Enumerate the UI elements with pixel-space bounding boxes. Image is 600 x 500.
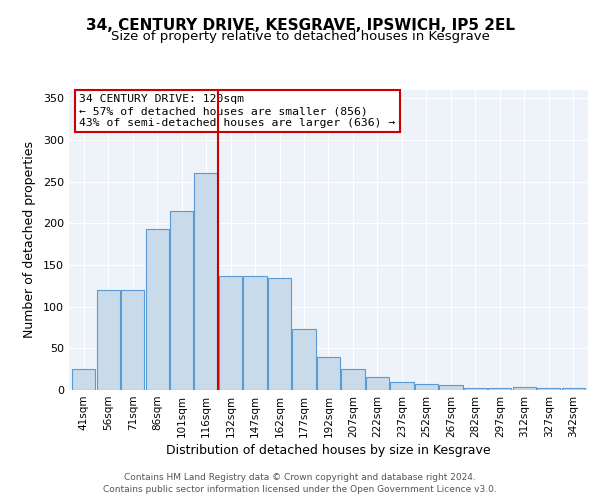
Bar [121, 290, 144, 390]
Bar [562, 388, 585, 390]
Bar [170, 211, 193, 390]
Bar [244, 276, 266, 390]
Text: 34, CENTURY DRIVE, KESGRAVE, IPSWICH, IP5 2EL: 34, CENTURY DRIVE, KESGRAVE, IPSWICH, IP… [86, 18, 515, 32]
Bar [317, 356, 340, 390]
Bar [194, 174, 218, 390]
Bar [146, 229, 169, 390]
Y-axis label: Number of detached properties: Number of detached properties [23, 142, 36, 338]
Text: Contains public sector information licensed under the Open Government Licence v3: Contains public sector information licen… [103, 484, 497, 494]
Bar [488, 388, 511, 390]
Bar [341, 369, 365, 390]
Bar [366, 376, 389, 390]
Bar [513, 386, 536, 390]
Bar [268, 278, 291, 390]
Bar [537, 388, 560, 390]
Bar [464, 388, 487, 390]
Bar [415, 384, 438, 390]
Bar [391, 382, 413, 390]
Bar [219, 276, 242, 390]
Text: 34 CENTURY DRIVE: 120sqm
← 57% of detached houses are smaller (856)
43% of semi-: 34 CENTURY DRIVE: 120sqm ← 57% of detach… [79, 94, 395, 128]
Text: Contains HM Land Registry data © Crown copyright and database right 2024.: Contains HM Land Registry data © Crown c… [124, 473, 476, 482]
X-axis label: Distribution of detached houses by size in Kesgrave: Distribution of detached houses by size … [166, 444, 491, 457]
Text: Size of property relative to detached houses in Kesgrave: Size of property relative to detached ho… [110, 30, 490, 43]
Bar [292, 329, 316, 390]
Bar [72, 369, 95, 390]
Bar [439, 385, 463, 390]
Bar [97, 290, 120, 390]
